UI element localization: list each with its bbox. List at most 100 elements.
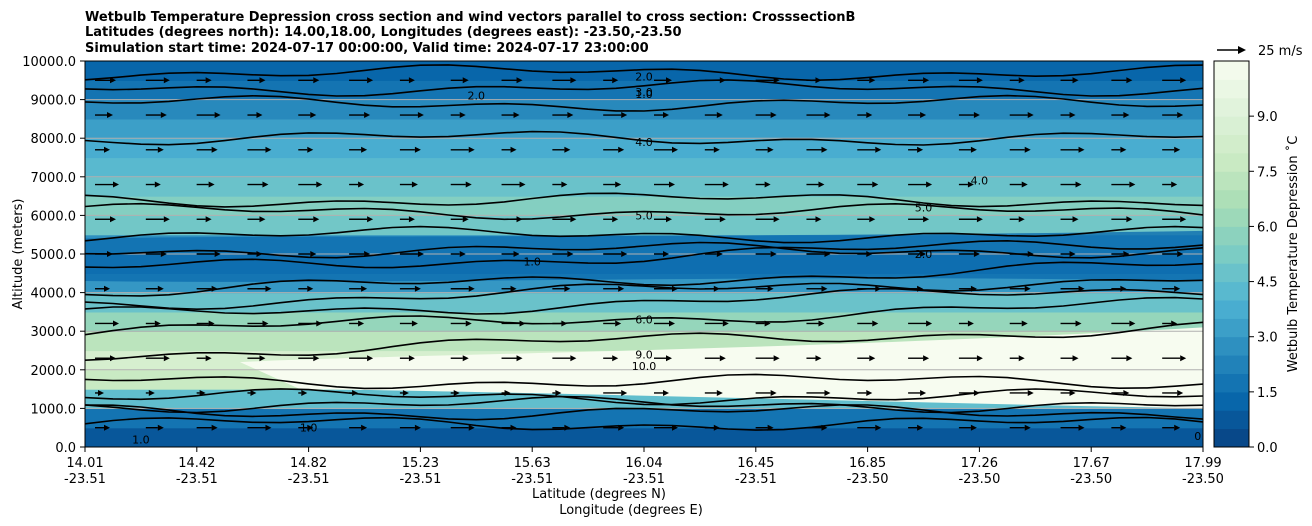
wind-vector-43 [1162, 389, 1184, 396]
wind-vector-239 [1060, 77, 1079, 84]
wind-vector-135 [247, 216, 266, 223]
wind-vector-214 [908, 112, 927, 119]
wind-vector-head [1072, 77, 1079, 84]
wind-vector-238 [1009, 77, 1025, 84]
wind-vector-100 [704, 285, 720, 292]
wind-vector-head [250, 389, 257, 396]
wind-vector-8 [501, 424, 517, 431]
wind-vector-110 [95, 251, 113, 257]
wind-vector-115 [349, 251, 371, 257]
wind-vector-head [824, 112, 831, 119]
wind-vector-head [866, 112, 873, 119]
colorbar-band-13 [1214, 189, 1249, 209]
wind-vector-head [973, 112, 980, 119]
wind-vector-128 [1009, 251, 1034, 257]
wind-vector-head [824, 389, 831, 396]
wind-vector-head [713, 424, 720, 431]
colorbar-band-18 [1214, 97, 1249, 117]
wind-vector-head [917, 424, 924, 431]
wind-vector-236 [908, 77, 930, 84]
wind-vector-103 [857, 285, 882, 292]
wind-vector-44 [95, 355, 116, 362]
wind-vector-60 [908, 355, 930, 362]
wind-vector-231 [654, 77, 672, 84]
wind-vector-192 [908, 146, 924, 153]
wind-vector-75 [552, 320, 568, 327]
wind-vector-head [157, 146, 164, 153]
wind-vector-head [773, 216, 780, 223]
wind-vector-57 [755, 355, 780, 362]
wind-vector-197 [1162, 146, 1181, 153]
x-tick-lat-7: 16.85 [849, 456, 886, 471]
contour-label-5: 6.0 [635, 314, 653, 327]
wind-vector-head [564, 285, 571, 292]
wind-vector-81 [857, 320, 879, 327]
contour-label-8: 0.0 [1194, 430, 1212, 443]
wind-vector-27 [349, 389, 359, 396]
y-tick-label-9: 9000.0 [31, 94, 77, 109]
wind-vector-220 [95, 77, 116, 84]
wind-vector-head [815, 77, 822, 84]
wind-vector-130 [1111, 251, 1130, 257]
wind-vector-77 [654, 320, 675, 327]
wind-vector-2 [196, 424, 218, 431]
wind-vector-10 [603, 424, 625, 431]
x-axis-label-latitude: Latitude (degrees N) [532, 487, 666, 502]
wind-vector-174 [1111, 181, 1136, 188]
wind-vector-148 [908, 216, 930, 223]
wind-vector-157 [247, 181, 269, 188]
wind-vector-head [770, 251, 777, 257]
wind-vector-48 [298, 355, 320, 362]
x-tick-lon-8: -23.50 [958, 472, 1000, 487]
wind-vector-head [104, 146, 110, 153]
wind-vector-92 [298, 285, 314, 292]
wind-vector-162 [501, 181, 526, 188]
band-7000m [85, 157, 1203, 178]
vector-key-label: 25 m/s [1258, 44, 1303, 59]
wind-vector-99 [654, 285, 678, 292]
wind-vector-head [818, 320, 825, 327]
wind-vector-212 [806, 112, 831, 119]
contour-label-12: 4.0 [971, 175, 989, 188]
wind-vector-145 [755, 216, 780, 223]
contour-label-9: 1.0 [132, 433, 150, 446]
wind-vector-head [113, 181, 119, 188]
x-tick-lat-2: 14.82 [290, 456, 327, 471]
wind-vector-head [920, 389, 927, 396]
wind-vector-head [1021, 320, 1028, 327]
wind-vector-head [926, 320, 933, 327]
wind-vector-head [1174, 146, 1181, 153]
wind-vector-head [917, 146, 924, 153]
wind-vector-1 [145, 424, 164, 431]
contour-label-6: 9.0 [635, 348, 653, 361]
wind-vector-head [408, 216, 415, 223]
wind-vector-86 [1111, 320, 1136, 327]
colorbar-band-8 [1214, 281, 1249, 301]
wind-vector-6 [399, 424, 421, 431]
wind-vector-head [612, 77, 619, 84]
x-tick-lon-5: -23.51 [623, 472, 665, 487]
wind-vector-head [1075, 320, 1082, 327]
wind-vector-head [417, 251, 424, 257]
wind-vector-169 [857, 181, 879, 188]
wind-vector-head [764, 320, 771, 327]
vector-key: 25 m/s [1217, 44, 1303, 59]
wind-vector-head [361, 285, 368, 292]
x-tick-lat-6: 16.45 [737, 456, 774, 471]
wind-vector-11 [654, 424, 678, 431]
wind-vector-head [208, 181, 215, 188]
wind-vector-head [666, 216, 672, 223]
wind-vector-head [767, 285, 774, 292]
wind-vector-head [722, 181, 729, 188]
wind-vector-head [1120, 424, 1127, 431]
plot-area: 1.0 2.0 3.0 4.0 5.0 6.0 9.010.0 0.0 1.0 1.0 2.0 4.0… [84, 60, 1212, 448]
wind-vector-51 [450, 355, 469, 362]
wind-vector-head [256, 251, 263, 257]
wind-vector-138 [399, 216, 415, 223]
wind-vector-head [973, 251, 980, 257]
wind-vector-84 [1009, 320, 1028, 327]
wind-vector-head [866, 251, 873, 257]
wind-vector-head [453, 389, 460, 396]
contour-line-5 [85, 321, 1203, 361]
